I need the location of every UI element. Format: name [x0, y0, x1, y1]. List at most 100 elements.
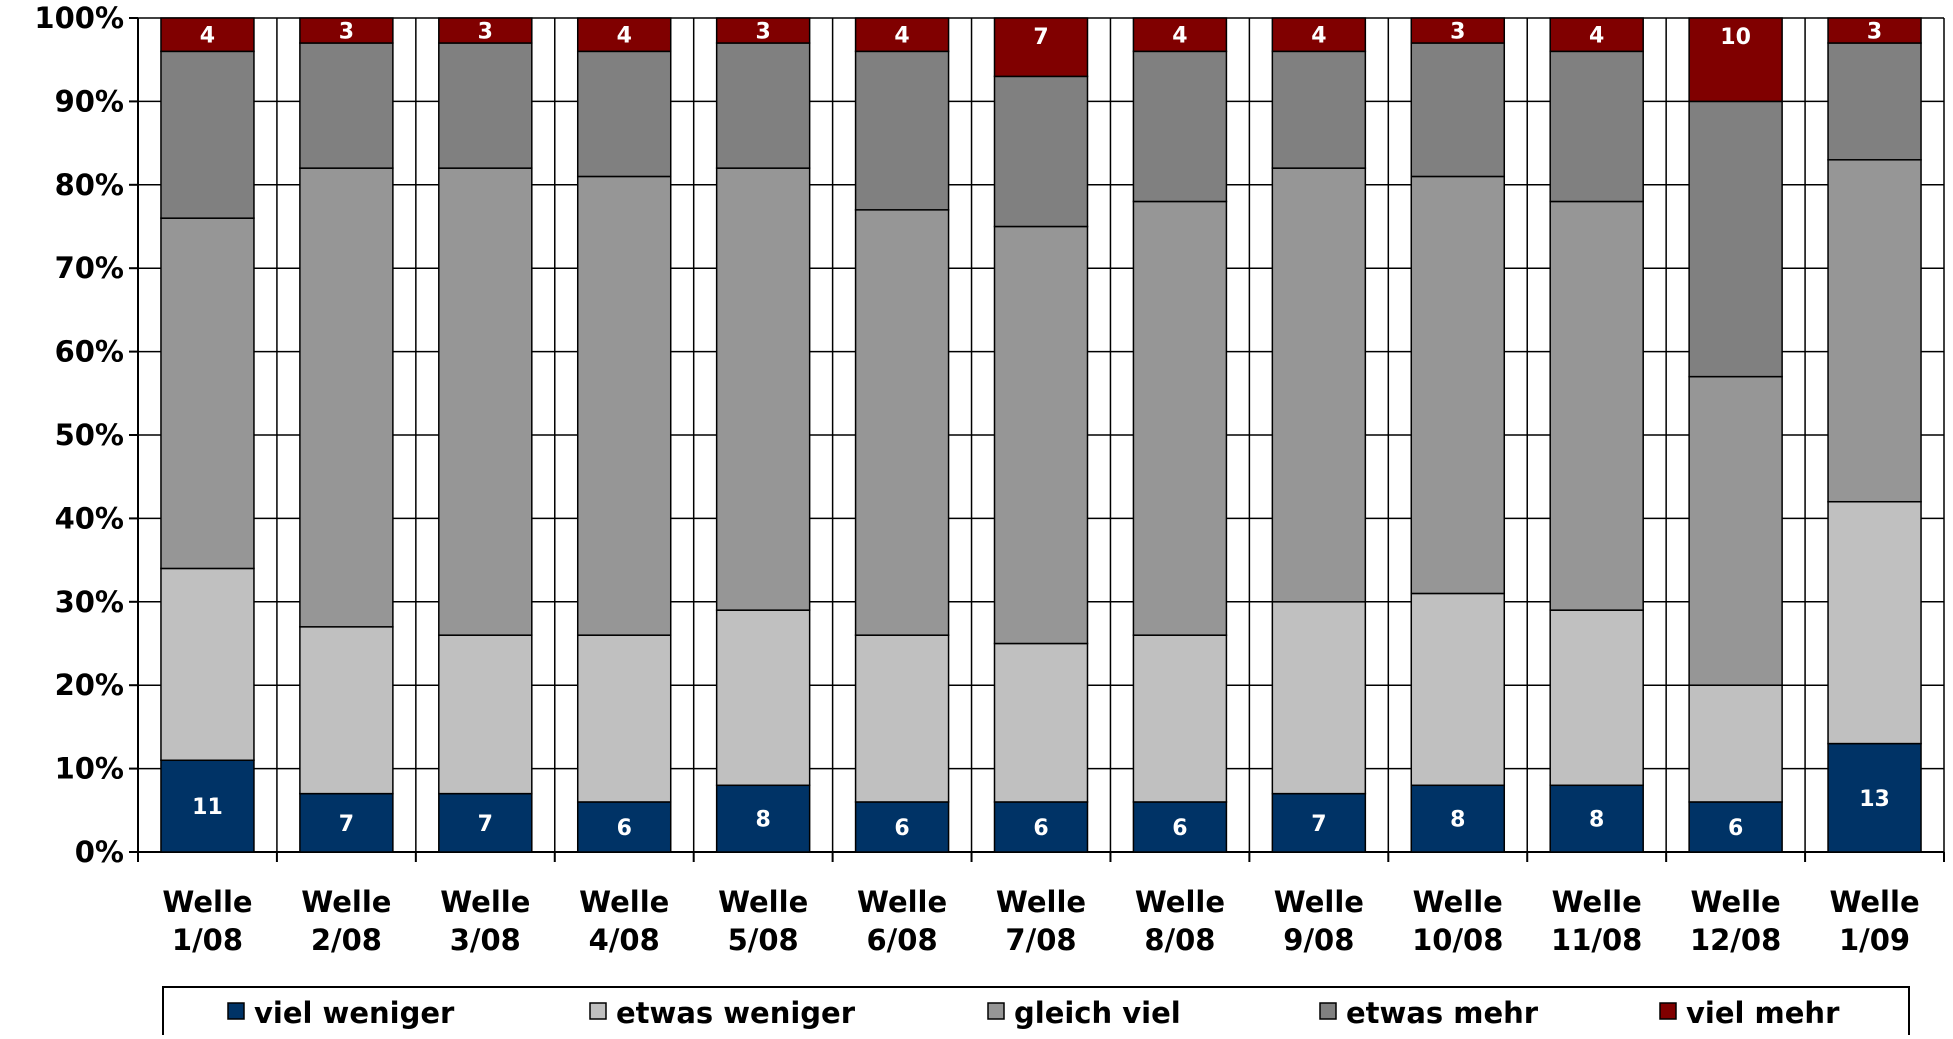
x-tick-label: 9/08 — [1283, 923, 1354, 957]
bar-segment — [576, 17, 672, 53]
bar-segment — [1688, 684, 1783, 803]
bar-segment — [1410, 592, 1506, 787]
bar-segment — [993, 225, 1089, 645]
bar-segment — [993, 801, 1089, 853]
data-label: 4 — [1172, 24, 1187, 49]
bar-segment — [1688, 100, 1783, 378]
x-tick-label: 4/08 — [589, 923, 660, 957]
bar-segment — [1549, 784, 1644, 853]
bar-segment — [438, 792, 533, 853]
data-label: 4 — [1589, 24, 1604, 49]
data-label: 10 — [1720, 25, 1751, 50]
bar-segment — [1410, 784, 1506, 853]
x-tick-label: Welle — [1552, 885, 1642, 919]
bar-segment — [1549, 200, 1644, 611]
legend-label: viel weniger — [254, 996, 455, 1030]
bar-segment — [438, 17, 533, 44]
y-tick-label: 60% — [55, 335, 124, 369]
x-tick-label: Welle — [1413, 885, 1503, 919]
x-tick-label: 1/09 — [1839, 923, 1910, 957]
x-tick-label: Welle — [718, 885, 808, 919]
bar-segment — [299, 626, 394, 795]
bar-segment — [1827, 17, 1922, 44]
bar-segment — [1132, 17, 1228, 53]
bar-segment — [438, 42, 533, 169]
legend-label: etwas weniger — [616, 996, 856, 1030]
y-tick-label: 80% — [55, 168, 124, 202]
y-tick-label: 90% — [55, 84, 124, 118]
data-label: 4 — [617, 24, 632, 49]
x-tick-label: Welle — [1691, 885, 1781, 919]
data-label: 4 — [894, 24, 909, 49]
bar-segment — [1132, 634, 1228, 803]
y-tick-label: 0% — [75, 835, 124, 869]
bar-segment — [1688, 801, 1783, 853]
y-tick-label: 50% — [55, 418, 124, 452]
bar-segment — [854, 209, 950, 636]
legend-swatch — [987, 1002, 1005, 1020]
y-tick-label: 10% — [55, 752, 124, 786]
bar-segment — [1410, 17, 1506, 44]
bar-segment — [854, 17, 950, 53]
bar-segment — [160, 567, 255, 762]
data-label: 13 — [1859, 787, 1890, 812]
bar-segment — [1827, 500, 1922, 745]
data-label: 3 — [478, 20, 493, 45]
bar-segment — [160, 217, 255, 570]
x-tick-label: Welle — [301, 885, 391, 919]
data-label: 6 — [1728, 816, 1743, 841]
bar-segment — [299, 42, 394, 169]
bar-segment — [1688, 375, 1783, 686]
bar-segment — [1410, 175, 1506, 595]
x-tick-label: 10/08 — [1412, 923, 1503, 957]
bar-segment — [715, 17, 811, 44]
data-label: 3 — [1867, 20, 1882, 45]
x-tick-label: 8/08 — [1144, 923, 1215, 957]
bar-segment — [1827, 159, 1922, 503]
bar-segment — [576, 801, 672, 853]
bar-segment — [1271, 17, 1367, 53]
x-tick-label: 2/08 — [311, 923, 382, 957]
bar-segment — [1549, 609, 1644, 787]
bar-segment — [438, 634, 533, 795]
x-tick-label: 5/08 — [728, 923, 799, 957]
bar-segment — [993, 17, 1089, 78]
x-tick-label: Welle — [1135, 885, 1225, 919]
x-tick-label: Welle — [996, 885, 1086, 919]
legend-swatch — [1319, 1002, 1337, 1020]
data-label: 3 — [339, 20, 354, 45]
data-label: 3 — [1450, 20, 1465, 45]
bar-segment — [1132, 200, 1228, 636]
bar-segment — [576, 175, 672, 636]
x-tick-label: Welle — [579, 885, 669, 919]
data-label: 11 — [192, 795, 223, 820]
data-label: 6 — [1033, 816, 1048, 841]
data-label: 8 — [1589, 808, 1604, 833]
x-tick-label: Welle — [1829, 885, 1919, 919]
bar-segment — [715, 167, 811, 611]
bar-segment — [993, 75, 1089, 228]
x-tick-label: 12/08 — [1690, 923, 1781, 957]
legend-box — [162, 986, 1910, 1039]
data-label: 6 — [617, 816, 632, 841]
y-tick-label: 70% — [55, 251, 124, 285]
bar-segment — [1271, 50, 1367, 169]
bar-segment — [715, 609, 811, 787]
bar-segment — [576, 634, 672, 803]
bar-segment — [1549, 50, 1644, 203]
bar-segment — [715, 784, 811, 853]
bar-segment — [854, 50, 950, 211]
y-tick-label: 100% — [34, 1, 124, 35]
bar-segment — [1132, 50, 1228, 203]
bar-segment — [1549, 17, 1644, 53]
legend-label: viel mehr — [1686, 996, 1840, 1030]
bar-segment — [438, 167, 533, 636]
bar-segment — [299, 167, 394, 628]
legend-swatch — [589, 1002, 607, 1020]
bar-segment — [160, 759, 255, 853]
x-tick-label: 11/08 — [1551, 923, 1642, 957]
bar-segment — [1688, 17, 1783, 103]
data-label: 8 — [1450, 808, 1465, 833]
